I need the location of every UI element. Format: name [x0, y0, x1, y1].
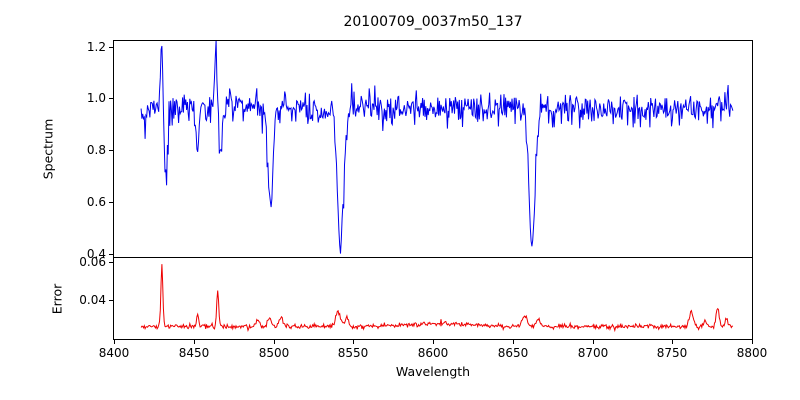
x-tick-mark	[194, 340, 195, 344]
spectrum-ytick-label: 0.6	[86, 195, 106, 209]
x-tick-label: 8650	[497, 346, 529, 360]
x-tick-mark	[274, 340, 275, 344]
x-tick-mark	[672, 340, 673, 344]
error-ytick-label: 0.04	[79, 293, 106, 307]
x-tick-mark	[433, 340, 434, 344]
x-tick-label: 8750	[656, 346, 688, 360]
error-canvas	[140, 264, 734, 333]
spectrum-ytick-label: 0.8	[86, 143, 106, 157]
spectrum-ytick-label: 0.4	[86, 247, 106, 261]
x-tick-mark	[353, 340, 354, 344]
error-line	[140, 264, 734, 333]
x-tick-label: 8800	[736, 346, 768, 360]
spectrum-line	[140, 41, 734, 254]
wavelength-axis-label: Wavelength	[395, 364, 471, 379]
x-tick-mark	[513, 340, 514, 344]
spectrum-ytick-mark	[109, 150, 113, 151]
spectrum-ytick-mark	[109, 202, 113, 203]
x-tick-label: 8600	[417, 346, 449, 360]
spectrum-plot	[113, 40, 753, 258]
spectrum-canvas	[140, 41, 734, 254]
x-tick-label: 8450	[178, 346, 210, 360]
spectrum-ytick-label: 1.0	[86, 91, 106, 105]
chart-title: 20100709_0037m50_137	[343, 14, 523, 30]
x-tick-mark	[752, 340, 753, 344]
error-plot	[113, 258, 753, 340]
error-ytick-mark	[109, 300, 113, 301]
spectrum-ytick-label: 1.2	[86, 40, 106, 54]
x-tick-label: 8550	[337, 346, 369, 360]
x-tick-mark	[114, 340, 115, 344]
x-tick-label: 8400	[98, 346, 130, 360]
spectrum-ytick-mark	[109, 98, 113, 99]
x-tick-mark	[593, 340, 594, 344]
spectrum-ytick-mark	[109, 47, 113, 48]
error-ytick-mark	[109, 262, 113, 263]
spectrum-axis-label: Spectrum	[40, 118, 56, 180]
x-tick-label: 8700	[577, 346, 609, 360]
spectrum-ytick-mark	[109, 254, 113, 255]
x-tick-label: 8500	[258, 346, 290, 360]
error-ytick-label: 0.06	[79, 255, 106, 269]
